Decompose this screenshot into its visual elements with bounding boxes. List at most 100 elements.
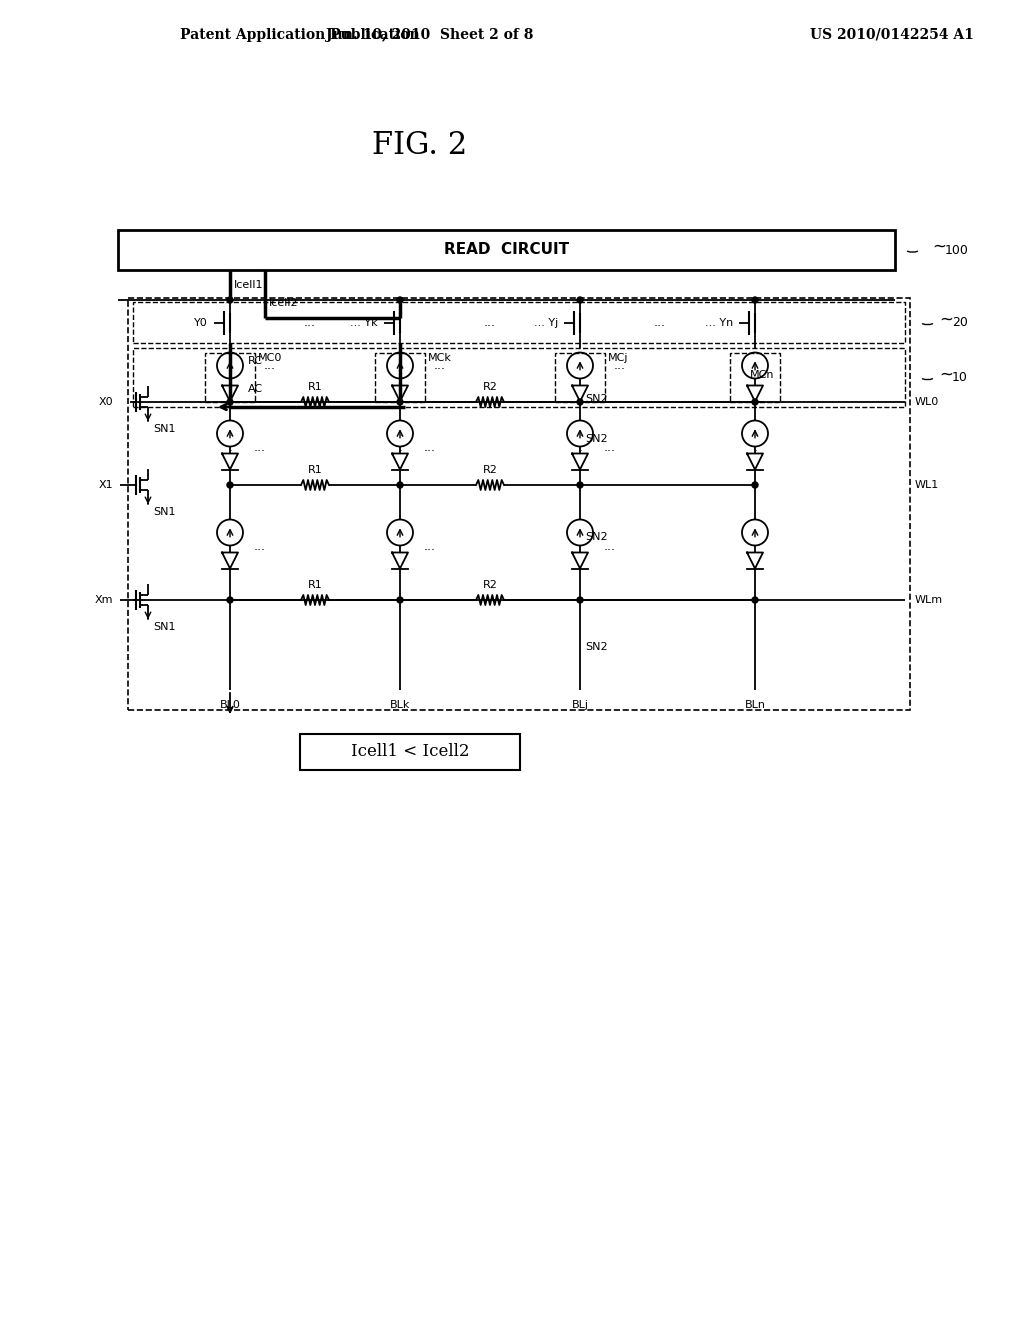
Text: R2: R2 <box>482 579 498 590</box>
Text: Patent Application Publication: Patent Application Publication <box>180 28 420 42</box>
Text: Xm: Xm <box>94 595 113 605</box>
Text: .: . <box>579 444 582 453</box>
Text: Y0: Y0 <box>195 318 208 327</box>
Circle shape <box>577 597 583 603</box>
Circle shape <box>227 597 233 603</box>
Bar <box>128 298 910 710</box>
Text: ...: ... <box>654 315 666 329</box>
Text: BLk: BLk <box>390 700 411 710</box>
Text: 10: 10 <box>952 371 968 384</box>
Text: FIG. 2: FIG. 2 <box>373 129 468 161</box>
Circle shape <box>752 482 758 488</box>
Text: R2: R2 <box>482 381 498 392</box>
Text: MCj: MCj <box>608 352 629 363</box>
Circle shape <box>397 399 403 405</box>
Text: Icell1: Icell1 <box>234 280 263 290</box>
Bar <box>118 230 895 271</box>
Text: BLn: BLn <box>744 700 766 710</box>
Bar <box>375 352 425 403</box>
Bar <box>730 352 780 403</box>
Text: ~: ~ <box>939 310 953 329</box>
Text: Icell2: Icell2 <box>269 298 299 308</box>
Text: 20: 20 <box>952 315 968 329</box>
Text: .: . <box>579 414 582 422</box>
Text: SN1: SN1 <box>153 507 175 517</box>
Bar <box>300 734 520 770</box>
Text: X1: X1 <box>98 480 113 490</box>
Text: R2: R2 <box>482 465 498 475</box>
Text: R1: R1 <box>307 381 323 392</box>
Text: .: . <box>754 429 757 438</box>
Text: WLm: WLm <box>915 595 943 605</box>
Text: WL1: WL1 <box>915 480 939 490</box>
Text: US 2010/0142254 A1: US 2010/0142254 A1 <box>810 28 974 42</box>
Circle shape <box>397 597 403 603</box>
Circle shape <box>397 297 403 304</box>
Text: SN2: SN2 <box>585 395 607 404</box>
Text: .: . <box>228 444 231 453</box>
Bar <box>205 352 255 403</box>
Circle shape <box>577 482 583 488</box>
Text: SN1: SN1 <box>153 424 175 434</box>
Bar <box>133 302 905 343</box>
Text: SN2: SN2 <box>585 532 607 543</box>
Text: ... Yn: ... Yn <box>705 318 733 327</box>
Circle shape <box>227 297 233 304</box>
Text: ...: ... <box>614 359 626 372</box>
Text: .: . <box>398 444 401 453</box>
Text: ...: ... <box>604 540 616 553</box>
Text: AC: AC <box>248 384 263 395</box>
Circle shape <box>577 297 583 304</box>
Text: .: . <box>579 429 582 438</box>
Text: .: . <box>398 414 401 422</box>
Bar <box>133 348 905 407</box>
Circle shape <box>752 297 758 304</box>
Text: ~: ~ <box>932 238 946 256</box>
Text: .: . <box>398 536 402 549</box>
Text: .: . <box>228 414 231 422</box>
Circle shape <box>752 399 758 405</box>
Text: Jun. 10, 2010  Sheet 2 of 8: Jun. 10, 2010 Sheet 2 of 8 <box>327 28 534 42</box>
Bar <box>555 352 605 403</box>
Text: .: . <box>754 414 757 422</box>
Text: R1: R1 <box>307 465 323 475</box>
Text: MCk: MCk <box>428 352 452 363</box>
Text: ... Yj: ... Yj <box>534 318 558 327</box>
Text: RC: RC <box>248 356 263 367</box>
Text: ...: ... <box>484 315 496 329</box>
Text: .: . <box>398 429 401 438</box>
Circle shape <box>227 399 233 405</box>
Text: MCn: MCn <box>750 370 774 380</box>
Text: READ  CIRCUIT: READ CIRCUIT <box>444 243 569 257</box>
Text: ...: ... <box>434 359 446 372</box>
Text: SN1: SN1 <box>153 622 175 632</box>
Text: MC0: MC0 <box>258 352 283 363</box>
Text: WL0: WL0 <box>915 397 939 407</box>
Circle shape <box>577 399 583 405</box>
Text: .: . <box>228 536 232 549</box>
Text: .: . <box>228 429 231 438</box>
Text: X0: X0 <box>98 397 113 407</box>
Circle shape <box>397 482 403 488</box>
Circle shape <box>227 482 233 488</box>
Text: ...: ... <box>604 441 616 454</box>
Circle shape <box>752 597 758 603</box>
Text: ...: ... <box>424 441 436 454</box>
Text: ...: ... <box>254 540 266 553</box>
Text: .: . <box>754 444 757 453</box>
Text: R1: R1 <box>307 579 323 590</box>
Text: ...: ... <box>304 315 316 329</box>
Text: .: . <box>753 536 757 549</box>
Text: BLj: BLj <box>571 700 589 710</box>
Text: SN2: SN2 <box>585 433 607 444</box>
Text: ...: ... <box>424 540 436 553</box>
Text: SN2: SN2 <box>585 643 607 652</box>
Text: BL0: BL0 <box>219 700 241 710</box>
Text: ...: ... <box>254 441 266 454</box>
Text: ~: ~ <box>939 366 953 384</box>
Text: ...: ... <box>264 359 276 372</box>
Text: 100: 100 <box>945 243 969 256</box>
Text: ... Yk: ... Yk <box>350 318 378 327</box>
Text: Icell1 < Icell2: Icell1 < Icell2 <box>351 743 469 760</box>
Text: .: . <box>578 536 582 549</box>
